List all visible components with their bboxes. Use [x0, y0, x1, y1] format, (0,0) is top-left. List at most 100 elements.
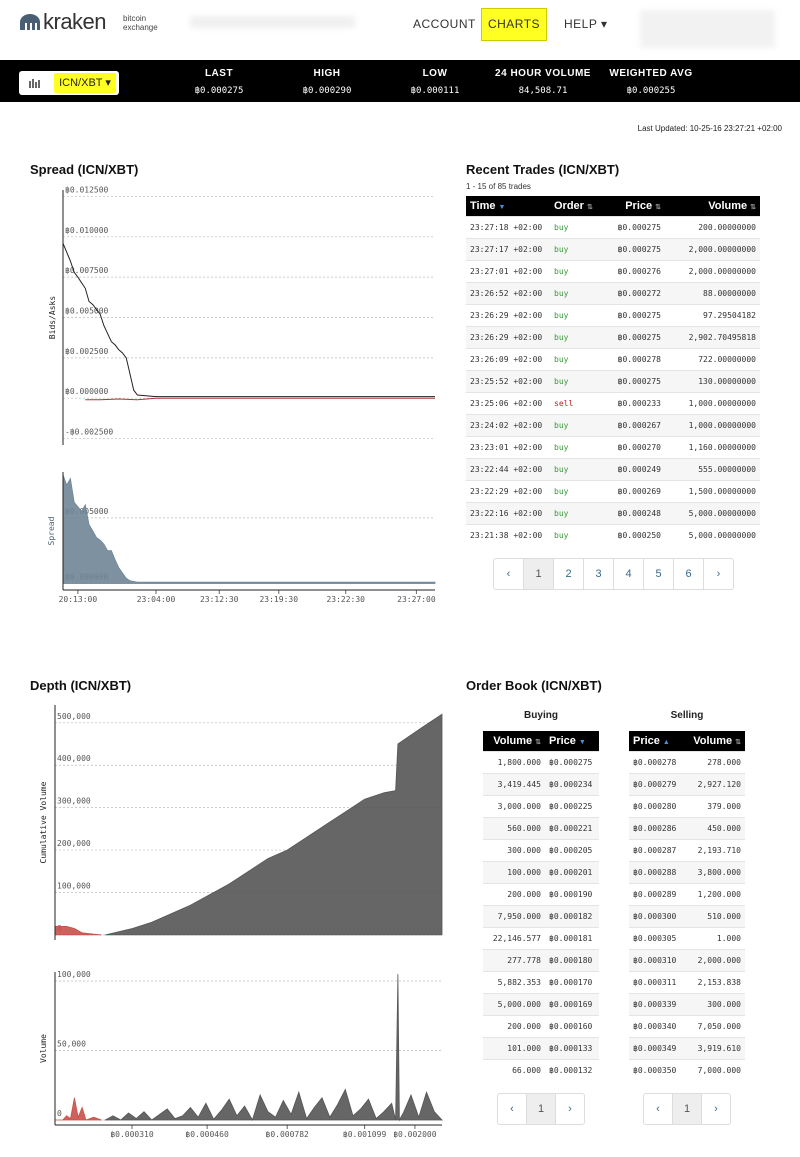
cell: 200.000 [483, 883, 545, 906]
y-tick-label: ฿0.000000 [65, 387, 109, 396]
column-header[interactable]: Volume ⇅ [483, 731, 545, 752]
row: 23:26:29 +02:00 buy ฿0.000275 2,902.7049581… [466, 326, 760, 349]
cell: buy [550, 480, 600, 503]
cell: 2,193.710 [681, 839, 745, 862]
area [104, 974, 443, 1122]
nav-charts[interactable]: CHARTS [481, 8, 547, 41]
page-button[interactable]: 4 [613, 559, 643, 589]
page-button[interactable]: 6 [673, 559, 703, 589]
cell: buy [550, 414, 600, 437]
nav-help[interactable]: HELP ▾ [564, 17, 608, 31]
page-button[interactable]: › [703, 559, 733, 589]
page-button[interactable]: ‹ [506, 568, 511, 580]
cell: ฿0.000275 [600, 370, 665, 393]
row: ฿0.000350 7,000.000 [629, 1059, 745, 1081]
cell: 7,000.000 [681, 1059, 745, 1081]
selling-title: Selling [670, 710, 704, 721]
cell: ฿0.000270 [600, 436, 665, 459]
row: 23:26:09 +02:00 buy ฿0.000278 722.00000000 [466, 348, 760, 371]
row: ฿0.000289 1,200.000 [629, 883, 745, 906]
sort-arrow[interactable]: ⇅ [750, 204, 756, 211]
cell: 23:22:16 +02:00 [466, 502, 550, 525]
cell: buy [550, 238, 600, 261]
row: 23:27:17 +02:00 buy ฿0.000275 2,000.0000000… [466, 238, 760, 261]
logo-sub-2: exchange [123, 23, 158, 32]
sort-arrow[interactable]: ▼ [578, 739, 586, 746]
page-button[interactable]: 2 [553, 559, 583, 589]
header-label[interactable]: Price [633, 735, 660, 747]
page-button[interactable]: 3 [583, 559, 613, 589]
cell: ฿0.000132 [545, 1059, 599, 1081]
header-label[interactable]: Time [470, 200, 496, 212]
sort-arrow[interactable]: ▼ [498, 204, 506, 211]
column-header[interactable]: Volume ⇅ [665, 196, 760, 217]
y-tick-label: -฿0.002500 [65, 428, 113, 437]
column-header[interactable]: Time ▼ [466, 196, 550, 217]
page-button[interactable]: › [555, 1094, 584, 1124]
cell: ฿0.000250 [600, 524, 665, 546]
page-button[interactable]: ‹ [656, 1103, 660, 1115]
page-button[interactable]: 1 [526, 1094, 555, 1124]
cell: buy [550, 216, 600, 239]
stat-value: ฿0.000290 [302, 86, 352, 96]
trades-pagination: ‹ 1 2 3 4 5 6 › [493, 558, 734, 590]
chart: 500,000400,000300,000200,000100,0000Cumu… [39, 705, 443, 940]
ticker-bar [0, 60, 800, 102]
cell: ฿0.000225 [545, 795, 599, 818]
cell: ฿0.000133 [545, 1037, 599, 1060]
y-tick-label: ฿0.005000 [65, 307, 109, 316]
header-label[interactable]: Volume [708, 200, 748, 212]
area [54, 926, 102, 936]
cell: buy [550, 370, 600, 393]
row: 3,000.000 ฿0.000225 [483, 795, 599, 818]
row: 7,950.000 ฿0.000182 [483, 905, 599, 928]
sort-arrow[interactable]: ⇅ [655, 204, 661, 211]
account-blur [640, 10, 775, 48]
column-header[interactable]: Price ⇅ [600, 196, 665, 217]
logo[interactable]: kraken [43, 9, 107, 34]
row: 560.000 ฿0.000221 [483, 817, 599, 840]
row: 66.000 ฿0.000132 [483, 1059, 599, 1081]
cell: ฿0.000205 [545, 839, 599, 862]
page-button[interactable]: 1 [523, 559, 553, 589]
column-header[interactable]: Price ▼ [545, 731, 599, 752]
cell: buy [550, 260, 600, 283]
sort-arrow[interactable]: ⇅ [586, 204, 593, 211]
nav-help-label[interactable]: HELP [564, 17, 598, 31]
pair-select[interactable]: ICN/XBT ▾ [54, 73, 116, 93]
cell: ฿0.000349 [629, 1037, 681, 1060]
header-label[interactable]: Price [625, 200, 653, 212]
cell: ฿0.000248 [600, 502, 665, 525]
pair-label[interactable]: ICN/XBT [59, 77, 103, 89]
page-button[interactable]: 5 [643, 559, 673, 589]
cell: 23:21:38 +02:00 [466, 524, 550, 546]
column-header[interactable]: Order ⇅ [550, 196, 600, 217]
row: 300.000 ฿0.000205 [483, 839, 599, 862]
cell: 1,160.00000000 [665, 436, 760, 459]
selling-table: Price ▲ Volume ⇅ ฿0.000278 278.000 ฿0.000279 2,… [629, 731, 745, 1081]
header-label[interactable]: Price [549, 735, 576, 747]
page-button[interactable]: 1 [672, 1094, 701, 1124]
nav-account[interactable]: ACCOUNT [413, 17, 476, 31]
column-header[interactable]: Volume ⇅ [681, 731, 745, 752]
page-button[interactable]: › [701, 1094, 730, 1124]
cell: 5,000.00000000 [665, 524, 760, 546]
page-button[interactable]: ‹ [510, 1103, 514, 1115]
row: 23:27:18 +02:00 buy ฿0.000275 200.00000000 [466, 216, 760, 239]
cell: ฿0.000275 [600, 238, 665, 261]
header-label[interactable]: Volume [693, 735, 733, 747]
chart: ฿0.012500 ฿0.010000 ฿0.007500 ฿0.005000 ฿0.0… [48, 185, 435, 445]
header-label[interactable]: Order [554, 200, 584, 212]
cell: 101.000 [483, 1037, 545, 1060]
x-tick-label: 20:13:00 [59, 595, 98, 604]
header-label[interactable]: Volume [493, 735, 533, 747]
sort-arrow[interactable]: ⇅ [735, 739, 741, 746]
row: ฿0.000349 3,919.610 [629, 1037, 745, 1060]
sort-arrow[interactable]: ⇅ [535, 739, 541, 746]
cell: buy [550, 458, 600, 481]
sort-arrow[interactable]: ▲ [662, 739, 670, 746]
cell: ฿0.000221 [545, 817, 599, 840]
column-header[interactable]: Price ▲ [629, 731, 681, 752]
row: ฿0.000287 2,193.710 [629, 839, 745, 862]
y-tick-label: 0 [57, 1109, 62, 1118]
